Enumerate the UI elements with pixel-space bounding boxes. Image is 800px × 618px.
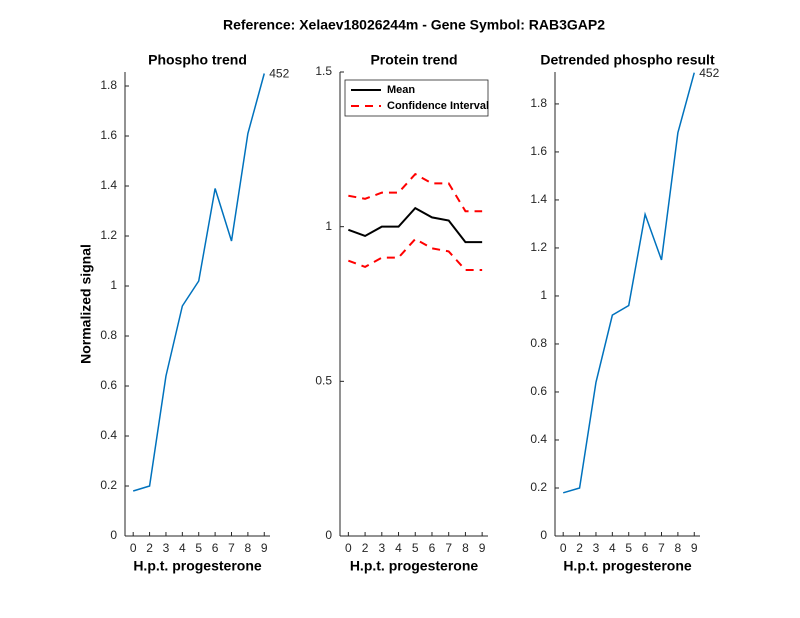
line xyxy=(132,73,265,492)
x-tick-label: 0 xyxy=(345,541,352,555)
line xyxy=(348,172,483,213)
x-tick-label: 2 xyxy=(576,541,583,555)
y-tick-label: 0.6 xyxy=(530,384,547,398)
y-tick-label: 1.2 xyxy=(530,240,547,254)
line xyxy=(348,237,483,271)
y-tick-label: 0.4 xyxy=(530,432,547,446)
y-tick-label: 0.8 xyxy=(100,328,117,342)
x-tick-label: 4 xyxy=(395,541,402,555)
line xyxy=(348,206,483,244)
legend-label: Mean xyxy=(387,84,415,96)
x-tick-label: 8 xyxy=(245,541,252,555)
x-tick-label: 5 xyxy=(412,541,419,555)
x-tick-label: 6 xyxy=(642,541,649,555)
x-tick-label: 3 xyxy=(378,541,385,555)
x-tick-label: 2 xyxy=(146,541,153,555)
y-tick-label: 1.5 xyxy=(315,64,332,78)
axes-title: Phospho trend xyxy=(148,52,247,68)
y-tick-label: 1.8 xyxy=(100,78,117,92)
x-tick-label: 2 xyxy=(362,541,369,555)
x-tick-label: 9 xyxy=(691,541,698,555)
y-tick-label: 0 xyxy=(540,528,547,542)
x-axis-label: H.p.t. progesterone xyxy=(133,558,262,574)
line xyxy=(562,72,695,494)
x-tick-label: 7 xyxy=(228,541,235,555)
y-tick-label: 0.4 xyxy=(100,428,117,442)
x-tick-label: 3 xyxy=(163,541,170,555)
y-tick-label: 0.5 xyxy=(315,374,332,388)
x-tick-label: 8 xyxy=(462,541,469,555)
annotation: 452 xyxy=(269,67,289,81)
annotation: 452 xyxy=(699,66,719,80)
axes-title: Detrended phospho result xyxy=(540,52,715,68)
x-tick-label: 5 xyxy=(195,541,202,555)
x-tick-label: 7 xyxy=(445,541,452,555)
y-tick-label: 1.8 xyxy=(530,96,547,110)
x-tick-label: 9 xyxy=(261,541,268,555)
y-tick-label: 1.4 xyxy=(530,192,547,206)
y-tick-label: 0.6 xyxy=(100,378,117,392)
x-tick-label: 7 xyxy=(658,541,665,555)
y-tick-label: 0.2 xyxy=(100,478,117,492)
y-tick-label: 0 xyxy=(110,528,117,542)
x-tick-label: 0 xyxy=(130,541,137,555)
x-axis-label: H.p.t. progesterone xyxy=(350,558,479,574)
y-tick-label: 1.6 xyxy=(530,144,547,158)
legend-label: Confidence Interval xyxy=(387,100,489,112)
y-tick-label: 1 xyxy=(325,219,332,233)
x-tick-label: 9 xyxy=(479,541,486,555)
legend-box xyxy=(344,79,489,117)
y-tick-label: 1.2 xyxy=(100,228,117,242)
x-tick-label: 8 xyxy=(675,541,682,555)
x-tick-label: 6 xyxy=(212,541,219,555)
y-tick-label: 0 xyxy=(325,528,332,542)
axes-title: Protein trend xyxy=(370,52,457,68)
y-tick-label: 1 xyxy=(110,278,117,292)
y-axis-label: Normalized signal xyxy=(78,244,94,364)
y-tick-label: 0.8 xyxy=(530,336,547,350)
x-tick-label: 4 xyxy=(179,541,186,555)
x-tick-label: 4 xyxy=(609,541,616,555)
y-tick-label: 1 xyxy=(540,288,547,302)
y-tick-label: 1.6 xyxy=(100,128,117,142)
x-tick-label: 0 xyxy=(560,541,567,555)
figure-title: Reference: Xelaev18026244m - Gene Symbol… xyxy=(223,17,605,33)
y-tick-label: 1.4 xyxy=(100,178,117,192)
x-tick-label: 3 xyxy=(593,541,600,555)
x-tick-label: 6 xyxy=(429,541,436,555)
x-tick-label: 5 xyxy=(625,541,632,555)
y-tick-label: 0.2 xyxy=(530,480,547,494)
x-axis-label: H.p.t. progesterone xyxy=(563,558,692,574)
